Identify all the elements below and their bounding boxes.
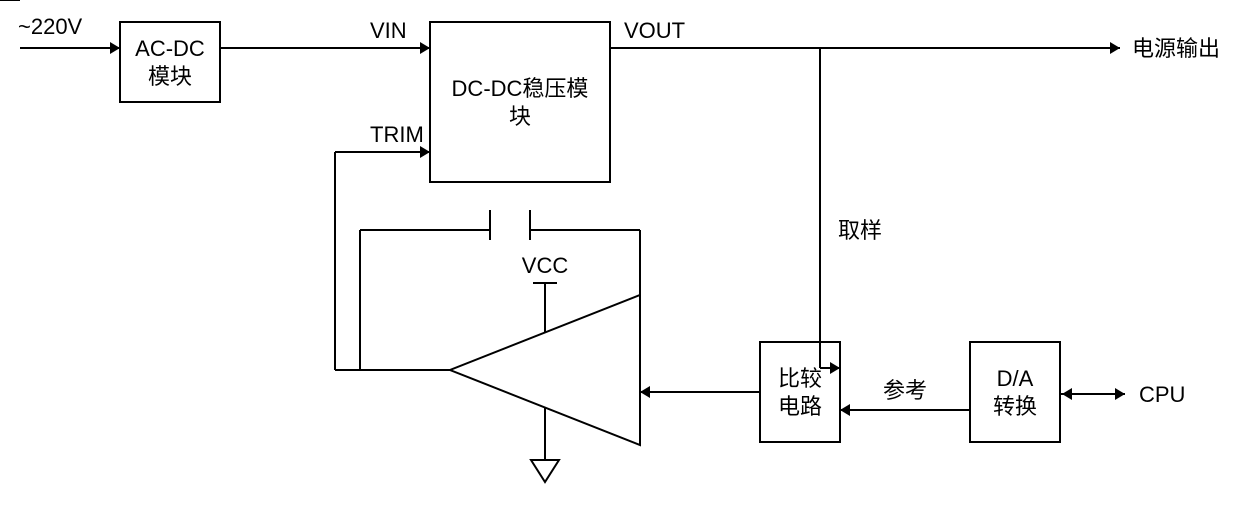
dcdc-block-label2: 块 xyxy=(509,104,531,129)
dcdc-block-label1: DC-DC稳压模 xyxy=(452,76,589,101)
acdc-block-label1: AC-DC xyxy=(135,36,205,61)
da-block-label1: D/A xyxy=(997,366,1034,391)
compare-block-label2: 电路 xyxy=(778,394,822,419)
label-reference: 参考 xyxy=(883,378,927,403)
block-diagram: AC-DC 模块 DC-DC稳压模块比较电路 D/A 转换 ~220V VIN VOUT 电源输… xyxy=(0,0,1240,508)
label-trim: TRIM xyxy=(370,122,424,147)
label-sample: 取样 xyxy=(838,218,882,243)
label-220v: ~220V xyxy=(18,14,83,39)
label-power-out: 电源输出 xyxy=(1132,36,1220,61)
da-block-label2: 转换 xyxy=(993,394,1037,419)
acdc-block-label2: 模块 xyxy=(148,64,192,89)
label-vin: VIN xyxy=(370,18,407,43)
label-cpu: CPU xyxy=(1139,382,1185,407)
compare-block-label1: 比较 xyxy=(778,366,822,391)
label-vcc: VCC xyxy=(522,253,569,278)
label-vout: VOUT xyxy=(624,18,685,43)
